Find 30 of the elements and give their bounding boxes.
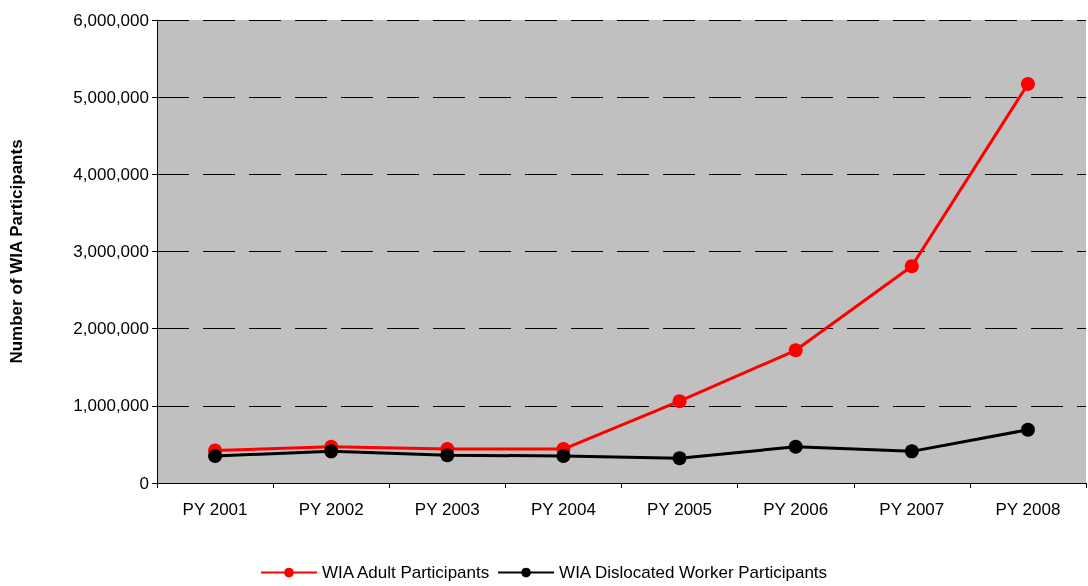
- y-tick-label: 6,000,000: [73, 10, 149, 30]
- point: [556, 448, 571, 463]
- point: [788, 343, 803, 358]
- point: [1020, 422, 1035, 437]
- x-tick-label: PY 2008: [995, 500, 1061, 519]
- y-axis-title: Number of WIA Participants: [7, 139, 26, 364]
- y-tick-label: 0: [139, 473, 149, 493]
- x-tick-label: PY 2001: [182, 500, 248, 519]
- point: [788, 439, 803, 454]
- y-tick-label: 5,000,000: [73, 87, 149, 107]
- y-tick-label: 2,000,000: [73, 319, 149, 339]
- point: [904, 444, 919, 459]
- x-tick-label: PY 2004: [530, 500, 596, 519]
- x-tick-label: PY 2007: [879, 500, 945, 519]
- point: [672, 394, 687, 409]
- y-tick-label: 4,000,000: [73, 164, 149, 184]
- legend-label: WIA Dislocated Worker Participants: [559, 563, 828, 582]
- point: [1020, 77, 1035, 92]
- legend-label: WIA Adult Participants: [321, 563, 490, 582]
- y-tick-label: 3,000,000: [73, 242, 149, 261]
- point: [208, 448, 223, 463]
- y-tick-label: 1,000,000: [73, 396, 149, 416]
- point: [440, 448, 455, 463]
- x-tick-label: PY 2002: [298, 500, 364, 519]
- point: [672, 451, 687, 466]
- point: [324, 444, 339, 459]
- x-tick-label: PY 2005: [647, 500, 713, 519]
- x-tick-label: PY 2003: [414, 500, 480, 519]
- point: [904, 259, 919, 274]
- x-tick-label: PY 2006: [763, 500, 829, 519]
